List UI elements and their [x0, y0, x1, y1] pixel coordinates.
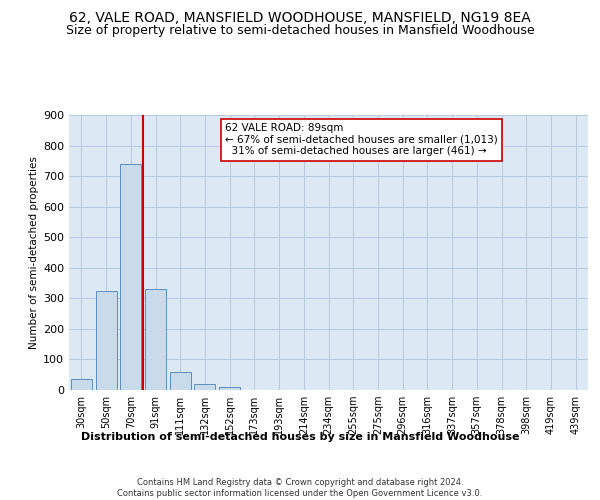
- Bar: [120, 164, 141, 390]
- Text: Contains HM Land Registry data © Crown copyright and database right 2024.
Contai: Contains HM Land Registry data © Crown c…: [118, 478, 482, 498]
- Text: 62, VALE ROAD, MANSFIELD WOODHOUSE, MANSFIELD, NG19 8EA: 62, VALE ROAD, MANSFIELD WOODHOUSE, MANS…: [69, 11, 531, 25]
- Bar: [170, 372, 191, 390]
- Text: Distribution of semi-detached houses by size in Mansfield Woodhouse: Distribution of semi-detached houses by …: [81, 432, 519, 442]
- Y-axis label: Number of semi-detached properties: Number of semi-detached properties: [29, 156, 39, 349]
- Bar: [194, 384, 215, 390]
- Text: 62 VALE ROAD: 89sqm
← 67% of semi-detached houses are smaller (1,013)
  31% of s: 62 VALE ROAD: 89sqm ← 67% of semi-detach…: [224, 123, 497, 156]
- Bar: [71, 380, 92, 390]
- Bar: [145, 289, 166, 390]
- Bar: [95, 290, 116, 390]
- Text: Size of property relative to semi-detached houses in Mansfield Woodhouse: Size of property relative to semi-detach…: [65, 24, 535, 37]
- Bar: [219, 387, 240, 390]
